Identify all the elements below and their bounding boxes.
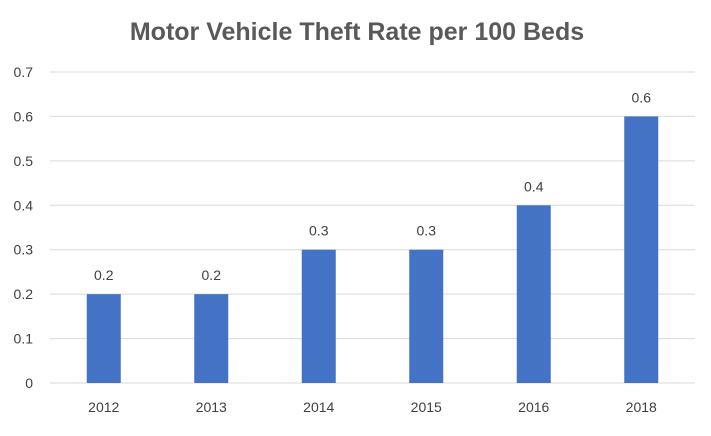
y-tick-label: 0.7	[14, 64, 34, 80]
y-tick-label: 0.3	[14, 242, 34, 258]
y-tick-label: 0.4	[14, 197, 34, 213]
bar-2013	[194, 294, 229, 383]
bars	[86, 116, 659, 383]
x-tick-label-2012: 2012	[88, 399, 119, 415]
chart-title: Motor Vehicle Theft Rate per 100 Beds	[130, 18, 584, 46]
data-label-2018: 0.6	[632, 89, 652, 105]
y-tick-label: 0.6	[14, 108, 34, 124]
data-label-2016: 0.4	[524, 178, 544, 194]
x-tick-label-2018: 2018	[626, 399, 657, 415]
y-axis-ticks: 0 0.1 0.2 0.3 0.4 0.5 0.6 0.7	[14, 64, 34, 391]
bar-2018	[624, 116, 659, 383]
data-label-2012: 0.2	[94, 267, 114, 283]
data-label-2014: 0.3	[309, 223, 329, 239]
bar-2016	[516, 205, 551, 383]
x-tick-label-2016: 2016	[518, 399, 549, 415]
x-tick-label-2015: 2015	[411, 399, 442, 415]
data-label-2015: 0.3	[417, 223, 437, 239]
bar-2012	[86, 294, 121, 383]
bar-2014	[301, 249, 336, 383]
x-tick-label-2013: 2013	[196, 399, 227, 415]
y-tick-label: 0.2	[14, 286, 34, 302]
x-tick-label-2014: 2014	[303, 399, 334, 415]
gridlines	[50, 71, 695, 384]
y-tick-label: 0	[25, 375, 33, 391]
y-tick-label: 0.5	[14, 153, 34, 169]
y-tick-label: 0.1	[14, 331, 34, 347]
data-labels: 0.2 0.2 0.3 0.3 0.4 0.6	[94, 89, 651, 283]
x-axis-ticks: 2012 2013 2014 2015 2016 2018	[88, 399, 657, 415]
data-label-2013: 0.2	[202, 267, 222, 283]
bar-2015	[409, 249, 444, 383]
